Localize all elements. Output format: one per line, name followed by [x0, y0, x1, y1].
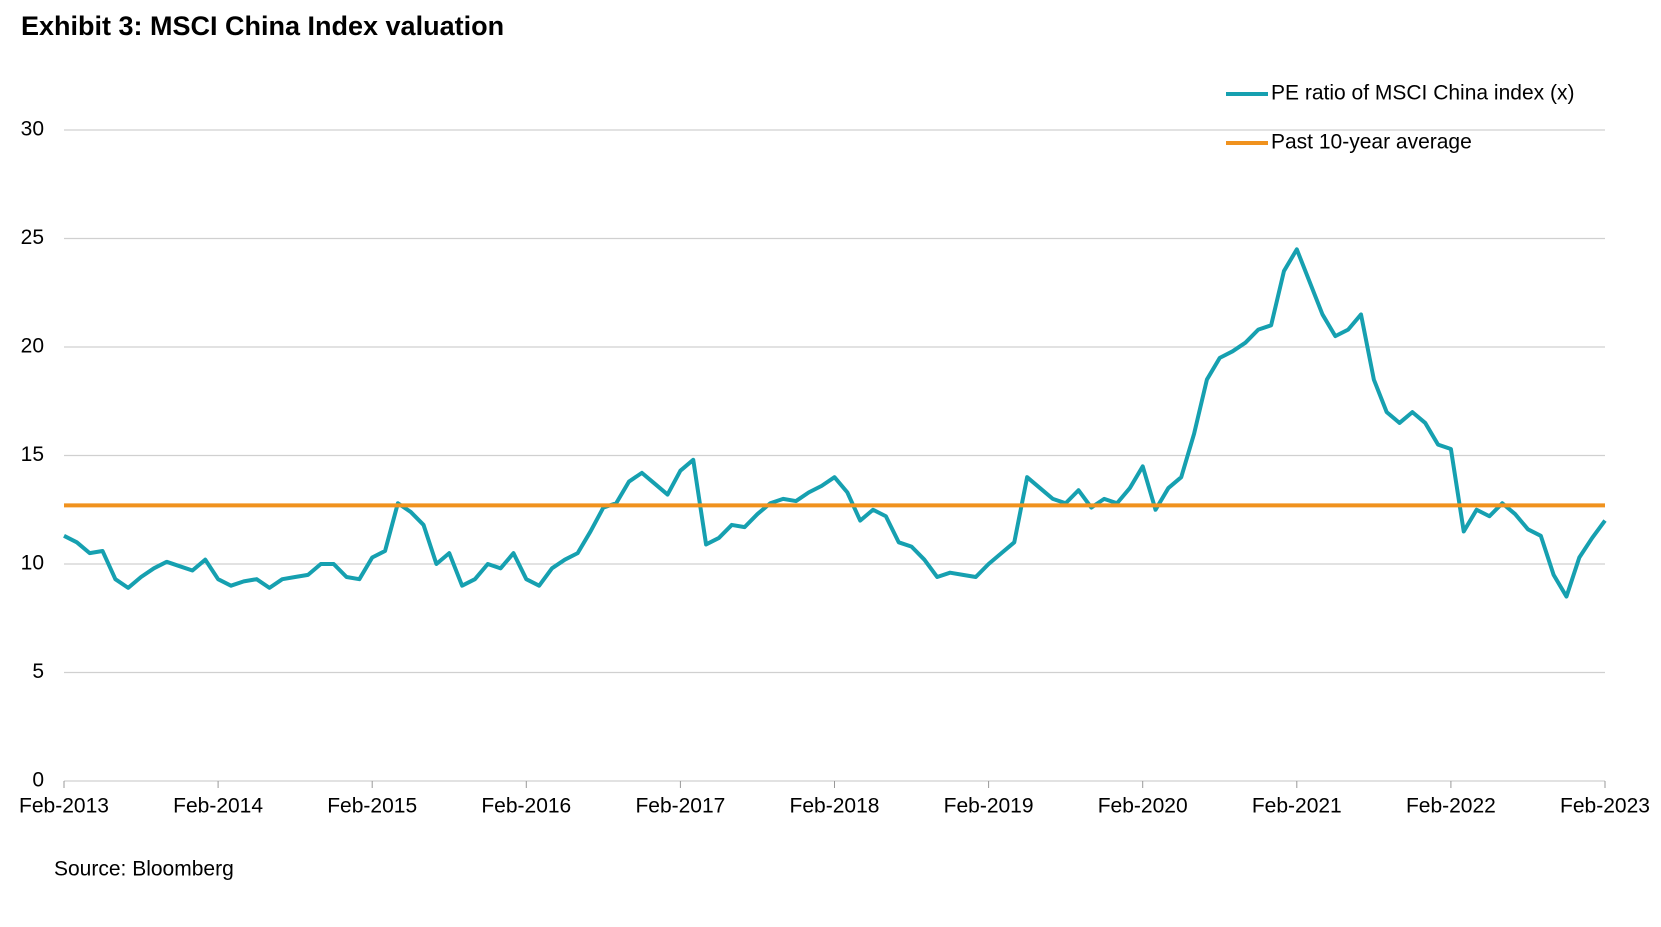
x-tick-label: Feb-2019 [944, 795, 1034, 818]
x-tick-label: Feb-2016 [481, 795, 571, 818]
x-tick-label: Feb-2023 [1560, 795, 1650, 818]
x-tick-label: Feb-2021 [1252, 795, 1342, 818]
y-tick-label: 0 [32, 769, 44, 792]
x-tick-label: Feb-2013 [19, 795, 109, 818]
x-tick-label: Feb-2020 [1098, 795, 1188, 818]
y-tick-label: 20 [21, 335, 44, 358]
y-tick-label: 30 [21, 118, 44, 141]
y-tick-label: 25 [21, 226, 44, 249]
pe-line [63, 247, 1607, 599]
chart-title: Exhibit 3: MSCI China Index valuation [21, 11, 504, 41]
x-tick-label: Feb-2014 [173, 795, 263, 818]
legend-label: Past 10-year average [1271, 131, 1472, 154]
x-tick-label: Feb-2018 [790, 795, 880, 818]
source: Source: Bloomberg [54, 858, 234, 881]
legend-label: PE ratio of MSCI China index (x) [1271, 82, 1574, 105]
y-tick-label: 5 [32, 660, 44, 683]
x-tick-label: Feb-2017 [635, 795, 725, 818]
x-tick-label: Feb-2022 [1406, 795, 1496, 818]
x-tick-label: Feb-2015 [327, 795, 417, 818]
y-tick-label: 15 [21, 443, 44, 466]
y-tick-label: 10 [21, 552, 44, 575]
